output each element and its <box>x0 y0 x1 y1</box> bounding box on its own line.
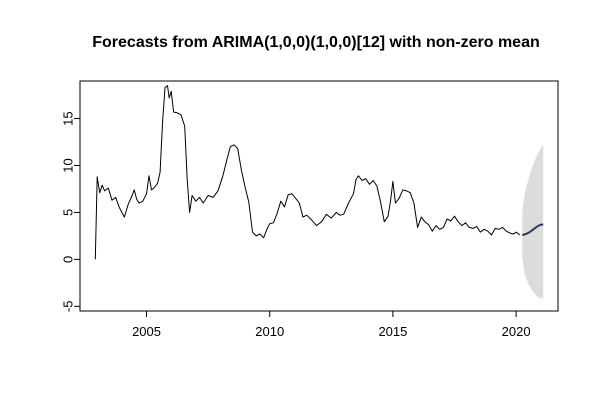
chart-title: Forecasts from ARIMA(1,0,0)(1,0,0)[12] w… <box>92 34 540 51</box>
x-tick-label: 2015 <box>378 324 407 339</box>
x-tick-label: 2010 <box>255 324 284 339</box>
y-tick-label: -5 <box>61 301 76 313</box>
forecast-line <box>522 223 544 236</box>
y-tick-label: 10 <box>60 158 75 172</box>
y-axis: -5 0 5 10 15 <box>60 111 81 313</box>
plot-frame <box>79 80 559 312</box>
y-tick-label: 5 <box>61 209 76 216</box>
x-tick-label: 2005 <box>132 324 161 339</box>
history-line <box>94 85 521 260</box>
x-axis: 2005 2010 2015 2020 <box>132 310 531 339</box>
prediction-interval-layer <box>522 144 544 299</box>
y-tick-label: 0 <box>60 256 75 263</box>
y-tick-label: 15 <box>60 111 75 125</box>
prediction-interval-band <box>522 144 544 299</box>
series-layer <box>94 85 544 260</box>
x-tick-label: 2020 <box>502 324 531 339</box>
